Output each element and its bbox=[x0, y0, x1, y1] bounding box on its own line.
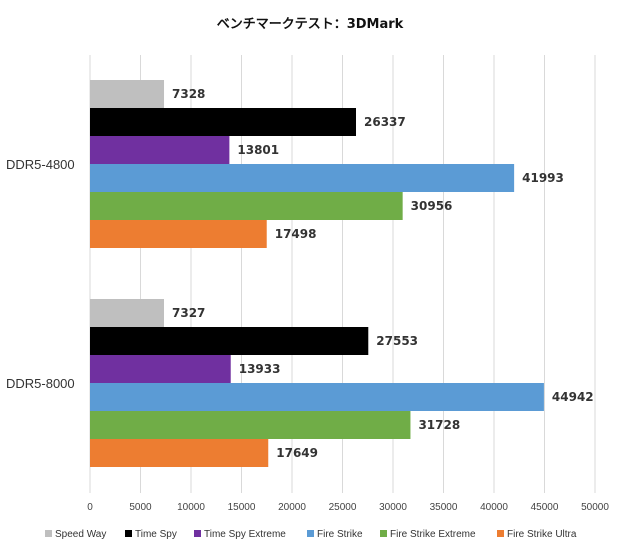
chart-title: ベンチマークテスト：3DMark bbox=[217, 17, 404, 32]
x-tick-label: 50000 bbox=[581, 502, 609, 513]
x-tick-label: 15000 bbox=[228, 502, 256, 513]
bar bbox=[90, 164, 515, 192]
bars bbox=[90, 80, 544, 467]
data-label: 30956 bbox=[411, 199, 453, 213]
legend: Speed Way Time Spy Time Spy Extreme Fire St… bbox=[45, 529, 577, 540]
x-tick-label: 20000 bbox=[278, 502, 306, 513]
data-label: 17649 bbox=[276, 446, 318, 460]
legend-label: Speed Way bbox=[55, 529, 106, 540]
legend-swatch bbox=[380, 530, 387, 537]
x-tick-label: 35000 bbox=[430, 502, 458, 513]
legend-swatch bbox=[194, 530, 201, 537]
bar bbox=[90, 355, 231, 383]
bar bbox=[90, 108, 357, 136]
bar bbox=[90, 299, 165, 327]
bar bbox=[90, 439, 269, 467]
legend-label: Fire Strike bbox=[317, 529, 363, 540]
data-label: 7327 bbox=[172, 306, 205, 320]
legend-label: Time Spy Extreme bbox=[204, 529, 286, 540]
data-label: 27553 bbox=[376, 334, 418, 348]
bar bbox=[90, 220, 267, 248]
value-axis: 0 5000 10000 15000 20000 25000 30000 35000 40000… bbox=[87, 502, 609, 513]
data-label: 44942 bbox=[552, 390, 594, 404]
x-tick-label: 5000 bbox=[129, 502, 152, 513]
category-label: DDR5-8000 bbox=[6, 376, 75, 391]
legend-swatch bbox=[307, 530, 314, 537]
x-tick-label: 40000 bbox=[480, 502, 508, 513]
legend-label: Time Spy bbox=[135, 529, 177, 540]
category-label: DDR5-4800 bbox=[6, 157, 75, 172]
data-label: 26337 bbox=[364, 115, 406, 129]
bar bbox=[90, 327, 369, 355]
data-label: 13801 bbox=[237, 143, 279, 157]
x-tick-label: 30000 bbox=[379, 502, 407, 513]
data-label: 31728 bbox=[418, 418, 460, 432]
x-tick-label: 0 bbox=[87, 502, 93, 513]
x-tick-label: 45000 bbox=[531, 502, 559, 513]
legend-label: Fire Strike Extreme bbox=[390, 529, 476, 540]
bar bbox=[90, 136, 230, 164]
bar bbox=[90, 80, 165, 108]
bar bbox=[90, 383, 544, 411]
data-label: 17498 bbox=[275, 227, 317, 241]
data-label: 41993 bbox=[522, 171, 564, 185]
legend-swatch bbox=[125, 530, 132, 537]
legend-swatch bbox=[497, 530, 504, 537]
data-label: 7328 bbox=[172, 87, 205, 101]
x-tick-label: 10000 bbox=[177, 502, 205, 513]
category-axis: DDR5-4800 DDR5-8000 bbox=[6, 157, 75, 391]
bar bbox=[90, 192, 403, 220]
legend-label: Fire Strike Ultra bbox=[507, 529, 577, 540]
data-label: 13933 bbox=[239, 362, 281, 376]
x-tick-label: 25000 bbox=[329, 502, 357, 513]
data-labels: 7328 26337 13801 41993 30956 17498 7327 27553 13… bbox=[172, 87, 594, 460]
legend-swatch bbox=[45, 530, 52, 537]
bar bbox=[90, 411, 411, 439]
